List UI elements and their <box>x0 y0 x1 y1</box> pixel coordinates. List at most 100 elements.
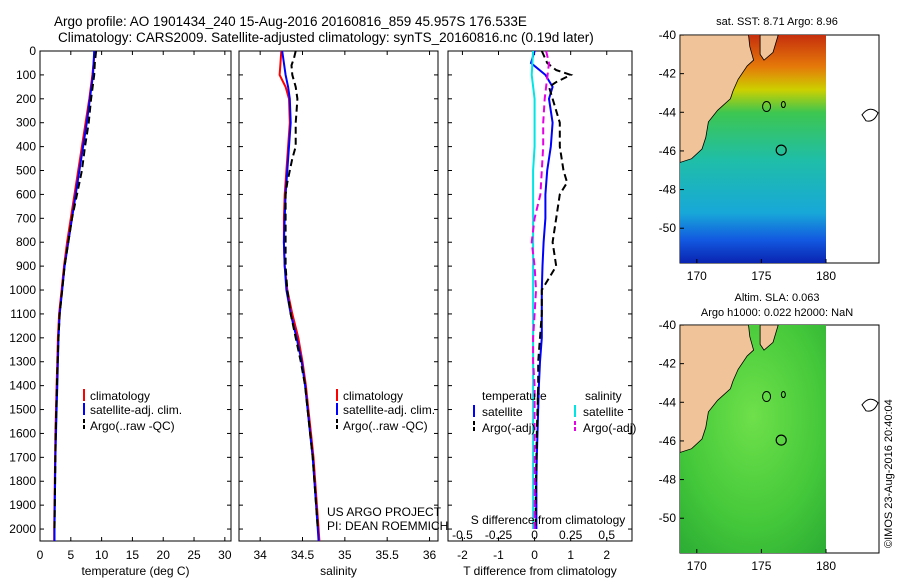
map-y-tick-label: -48 <box>659 183 677 197</box>
timestamp: ©IMOS 23-Aug-2016 20:40:04 <box>883 399 895 548</box>
y-tick-label: 200 <box>16 92 36 106</box>
map-y-tick-label: -48 <box>659 473 677 487</box>
legend-label: Argo(..raw -QC) <box>343 419 428 433</box>
map-y-tick-label: -46 <box>659 434 677 448</box>
land-new-zealand <box>679 324 755 454</box>
y-tick-label: 300 <box>16 116 36 130</box>
sst-map-title: sat. SST: 8.71 Argo: 8.96 <box>716 16 838 28</box>
y-tick-label: 700 <box>16 211 36 225</box>
legend-label: Argo(-adj) <box>583 421 636 435</box>
plot-frame <box>238 50 439 542</box>
x-tick-label: 25 <box>187 548 201 562</box>
map-panel-2: 170 175 180 -40 -42 -44 -46 -48 -50 <box>659 318 880 573</box>
island-outline <box>780 391 786 399</box>
map-x-tick-label: 180 <box>816 559 836 573</box>
series-line-argo-raw-qc- <box>284 50 319 530</box>
map-y-tick-label: -44 <box>659 395 677 409</box>
y-tick-label: 1400 <box>9 379 36 393</box>
secondary-tick-label: 0 <box>531 528 538 542</box>
x-tick-label: 30 <box>218 548 232 562</box>
y-tick-label: 1800 <box>9 474 36 488</box>
legend-label: climatology <box>90 389 150 403</box>
series-line-argo-raw-qc- <box>53 50 98 530</box>
legend-label: satellite <box>583 405 624 419</box>
map-x-tick-label: 170 <box>687 269 707 283</box>
x-tick-label: 35 <box>338 548 352 562</box>
land-new-zealand <box>679 34 755 164</box>
x-tick-label: 34.5 <box>291 548 315 562</box>
land-north-island <box>759 324 779 351</box>
x-tick-label: 15 <box>126 548 140 562</box>
map-y-tick-label: -42 <box>659 357 677 371</box>
x-tick-label: 5 <box>67 548 74 562</box>
map-y-tick-label: -40 <box>659 28 677 42</box>
island-outline <box>762 390 772 402</box>
x-axis-label: T difference from climatology <box>463 564 617 578</box>
x-tick-label: 36 <box>423 548 437 562</box>
y-tick-label: 1600 <box>9 426 36 440</box>
map-titles: sat. SST: 8.71 Argo: 8.96 Altim. SLA: 0.0… <box>701 16 853 319</box>
map-x-tick-label: 180 <box>816 269 836 283</box>
chatham-island <box>861 108 879 122</box>
legend-header: salinity <box>585 389 622 403</box>
secondary-tick-label: -0.5 <box>452 528 473 542</box>
secondary-axis-label: S difference from climatology <box>471 513 626 527</box>
y-tick-label: 600 <box>16 187 36 201</box>
map-y-tick-label: -40 <box>659 318 677 332</box>
y-tick-label: 0 <box>29 44 36 58</box>
y-tick-label: 400 <box>16 140 36 154</box>
series-line-satellite <box>529 50 554 529</box>
figure-subtitle: Climatology: CARS2009. Satellite-adjuste… <box>58 30 594 45</box>
map-x-tick-label: 170 <box>687 559 707 573</box>
series-line-argo-adj- <box>530 50 551 529</box>
island-outline <box>762 100 772 112</box>
x-axis-label: temperature (deg C) <box>81 564 189 578</box>
legend-label: Argo(-adj) <box>482 421 535 435</box>
secondary-tick-label: -0.25 <box>485 528 513 542</box>
y-tick-label: 1200 <box>9 331 36 345</box>
y-tick-label: 2000 <box>9 522 36 536</box>
x-tick-label: -1 <box>493 548 504 562</box>
y-tick-label: 1000 <box>9 283 36 297</box>
credit-line-2: PI: DEAN ROEMMICH <box>327 519 448 533</box>
map-y-tick-label: -42 <box>659 67 677 81</box>
map-y-tick-label: -50 <box>659 221 677 235</box>
legend-header: temperature <box>482 389 547 403</box>
legend-label: satellite <box>482 405 523 419</box>
map-x-tick-label: 175 <box>751 559 771 573</box>
sla-map-title-1: Altim. SLA: 0.063 <box>735 292 820 304</box>
secondary-tick-label: 0.25 <box>559 528 583 542</box>
x-tick-label: 1 <box>567 548 574 562</box>
profile-panel-1: 0100200300400500600700800900100011001200… <box>9 44 232 578</box>
y-tick-label: 500 <box>16 164 36 178</box>
map-y-tick-label: -46 <box>659 144 677 158</box>
x-axis-label: salinity <box>320 564 357 578</box>
y-tick-label: 100 <box>16 68 36 82</box>
plot-frame <box>447 50 633 542</box>
x-tick-label: 0 <box>37 548 44 562</box>
y-tick-label: 1300 <box>9 355 36 369</box>
secondary-tick-label: 0.5 <box>598 528 615 542</box>
legend-label: climatology <box>343 389 403 403</box>
map-panel-1: 170 175 180 -40 -42 -44 -46 -48 -50 <box>659 28 880 283</box>
legend-label: satellite-adj. clim. <box>343 403 435 417</box>
y-tick-label: 1700 <box>9 450 36 464</box>
series-line-satellite-adj-clim- <box>281 50 320 542</box>
y-tick-label: 900 <box>16 259 36 273</box>
x-tick-label: 34 <box>253 548 267 562</box>
x-tick-label: -2 <box>457 548 468 562</box>
float-location-marker <box>775 434 787 446</box>
y-tick-label: 1900 <box>9 498 36 512</box>
x-tick-label: 35.5 <box>376 548 400 562</box>
y-tick-label: 800 <box>16 235 36 249</box>
figure-title: Argo profile: AO 1901434_240 15-Aug-2016… <box>54 14 527 29</box>
y-tick-label: 1500 <box>9 403 36 417</box>
map-x-tick-label: 175 <box>751 269 771 283</box>
profile-panel-3: -2 -1 0 1 2 T difference from climatology temp… <box>447 50 636 578</box>
y-tick-label: 1100 <box>10 307 36 321</box>
x-tick-label: 10 <box>95 548 109 562</box>
profile-panel-2: 34 34.5 35 35.5 36 salinity climatologysatelli… <box>238 50 439 578</box>
